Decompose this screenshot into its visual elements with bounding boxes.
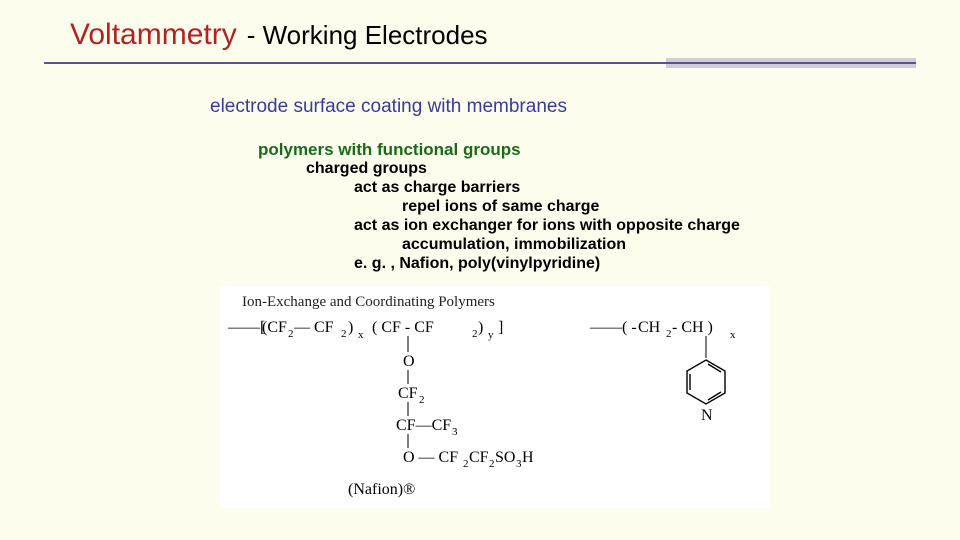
- side-cfcf3: CF—CF: [396, 417, 451, 434]
- pvp-ch2: CH: [638, 319, 661, 336]
- chem-structures: ——[ (CF 2 — CF 2 ) x ( CF - CF 2 ) y ] O…: [220, 286, 770, 508]
- pvp-dash: - CH ): [672, 319, 713, 336]
- pvp-x: x: [730, 329, 736, 341]
- nafion-label: (Nafion)®: [348, 481, 415, 499]
- line-barriers: act as charge barriers: [354, 179, 520, 197]
- side-o2-sub1: 2: [463, 458, 469, 470]
- frag-open: ——[: [227, 319, 265, 336]
- side-so3h-h: H: [522, 449, 534, 466]
- side-cf2-sub: 2: [419, 394, 425, 406]
- frag-ysub: y: [488, 329, 494, 341]
- chemistry-panel: Ion-Exchange and Coordinating Polymers —…: [220, 286, 770, 508]
- pvp-open: ——( -: [589, 319, 637, 336]
- side-o2-cf: CF: [469, 449, 489, 466]
- frag-sub2a: 2: [288, 328, 294, 340]
- frag-a: (CF: [262, 319, 287, 336]
- line-charged: charged groups: [306, 160, 427, 178]
- line-polymers: polymers with functional groups: [258, 140, 521, 160]
- frag-sub2b: 2: [341, 328, 347, 340]
- frag-b: ( CF - CF: [372, 319, 434, 336]
- side-o2-sub2: 2: [489, 458, 495, 470]
- frag-dash1: — CF: [293, 319, 334, 336]
- section-heading: electrode surface coating with membranes: [210, 96, 567, 118]
- underline-main: [44, 62, 916, 64]
- line-accumulation: accumulation, immobilization: [402, 236, 626, 254]
- pvp-sub2: 2: [666, 328, 672, 340]
- frag-xsub: x: [358, 329, 364, 341]
- side-cf2: CF: [398, 385, 418, 402]
- frag-close: ]: [498, 319, 503, 336]
- side-o1: O: [403, 353, 415, 370]
- side-o2: O — CF: [403, 449, 458, 466]
- title-sub: - Working Electrodes: [247, 20, 488, 51]
- line-examples: e. g. , Nafion, poly(vinylpyridine): [354, 255, 600, 273]
- frag-sub2c: 2: [472, 328, 478, 340]
- slide-title: Voltammetry - Working Electrodes: [70, 18, 890, 52]
- side-cfcf3-sub: 3: [452, 426, 458, 438]
- frag-paren2: ): [478, 319, 483, 336]
- pyridine-n: N: [701, 407, 713, 424]
- title-underline: [44, 60, 916, 66]
- line-repel: repel ions of same charge: [402, 198, 599, 216]
- side-so3h: SO: [495, 449, 515, 466]
- line-exchanger: act as ion exchanger for ions with oppos…: [354, 217, 740, 235]
- frag-paren1: ): [348, 319, 353, 336]
- title-main: Voltammetry: [70, 18, 237, 52]
